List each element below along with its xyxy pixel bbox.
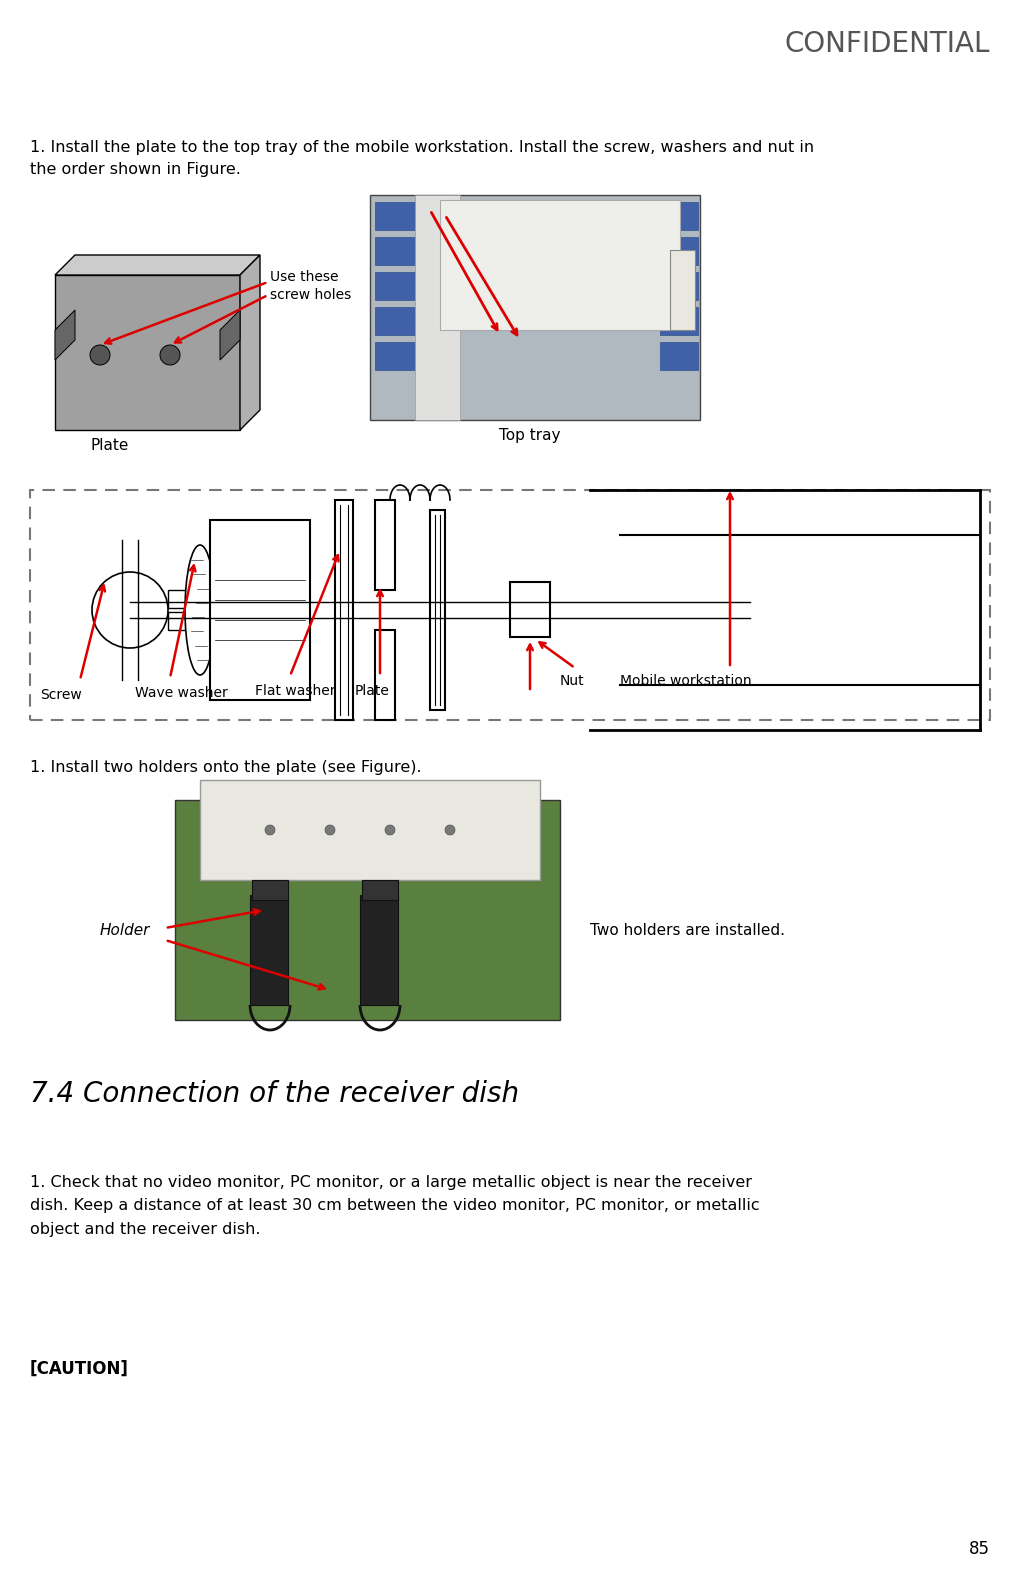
Text: 7.4 Connection of the receiver dish: 7.4 Connection of the receiver dish [30, 1079, 519, 1108]
Bar [362, 880, 398, 900]
Bar [175, 800, 560, 1020]
Text: 1. Install the plate to the top tray of the mobile workstation. Install the scre: 1. Install the plate to the top tray of … [30, 140, 814, 178]
Bar [670, 250, 695, 330]
Text: Plate: Plate [355, 683, 390, 698]
Text: Holder: Holder [100, 922, 150, 938]
Polygon shape [55, 255, 260, 275]
Bar [252, 880, 288, 900]
Bar [200, 779, 540, 880]
Bar [168, 591, 190, 608]
Ellipse shape [185, 545, 215, 676]
Text: 1. Check that no video monitor, PC monitor, or a large metallic object is near t: 1. Check that no video monitor, PC monit… [30, 1175, 760, 1236]
Bar [440, 200, 680, 330]
Text: CONFIDENTIAL: CONFIDENTIAL [784, 30, 990, 58]
Text: Mobile workstation: Mobile workstation [620, 674, 751, 688]
Circle shape [325, 825, 335, 836]
Bar [30, 490, 990, 720]
Bar [510, 581, 550, 636]
Bar [375, 272, 415, 300]
Text: Flat washer: Flat washer [255, 683, 336, 698]
Circle shape [445, 825, 455, 836]
Text: Use these
screw holes: Use these screw holes [270, 270, 351, 302]
Bar [335, 500, 353, 720]
Circle shape [160, 346, 180, 364]
Bar [660, 237, 698, 265]
Text: [CAUTION]: [CAUTION] [30, 1360, 129, 1378]
Text: Nut: Nut [560, 674, 585, 688]
Polygon shape [55, 309, 75, 360]
Bar [660, 342, 698, 371]
Bar [360, 895, 398, 1005]
Bar [660, 203, 698, 229]
Bar [210, 520, 310, 701]
Circle shape [92, 572, 168, 647]
Text: Wave washer: Wave washer [135, 687, 228, 701]
Text: Top tray: Top tray [499, 427, 561, 443]
Bar [375, 237, 415, 265]
Bar [375, 203, 415, 229]
Circle shape [90, 346, 110, 364]
Text: Two holders are installed.: Two holders are installed. [590, 922, 785, 938]
Bar [660, 306, 698, 335]
Bar [250, 895, 288, 1005]
Bar [430, 511, 445, 710]
Circle shape [265, 825, 275, 836]
Bar [415, 195, 460, 419]
Bar [375, 342, 415, 371]
Text: 1. Install two holders onto the plate (see Figure).: 1. Install two holders onto the plate (s… [30, 760, 422, 775]
Text: Screw: Screw [40, 688, 82, 702]
Bar [370, 195, 700, 419]
Circle shape [385, 825, 395, 836]
Text: Plate: Plate [90, 438, 129, 452]
Bar [375, 500, 395, 591]
Polygon shape [55, 275, 240, 430]
Polygon shape [240, 255, 260, 430]
Bar [168, 613, 190, 630]
Text: 85: 85 [969, 1540, 990, 1558]
Bar [375, 306, 415, 335]
Bar [660, 272, 698, 300]
Polygon shape [220, 309, 240, 360]
Bar [375, 630, 395, 720]
